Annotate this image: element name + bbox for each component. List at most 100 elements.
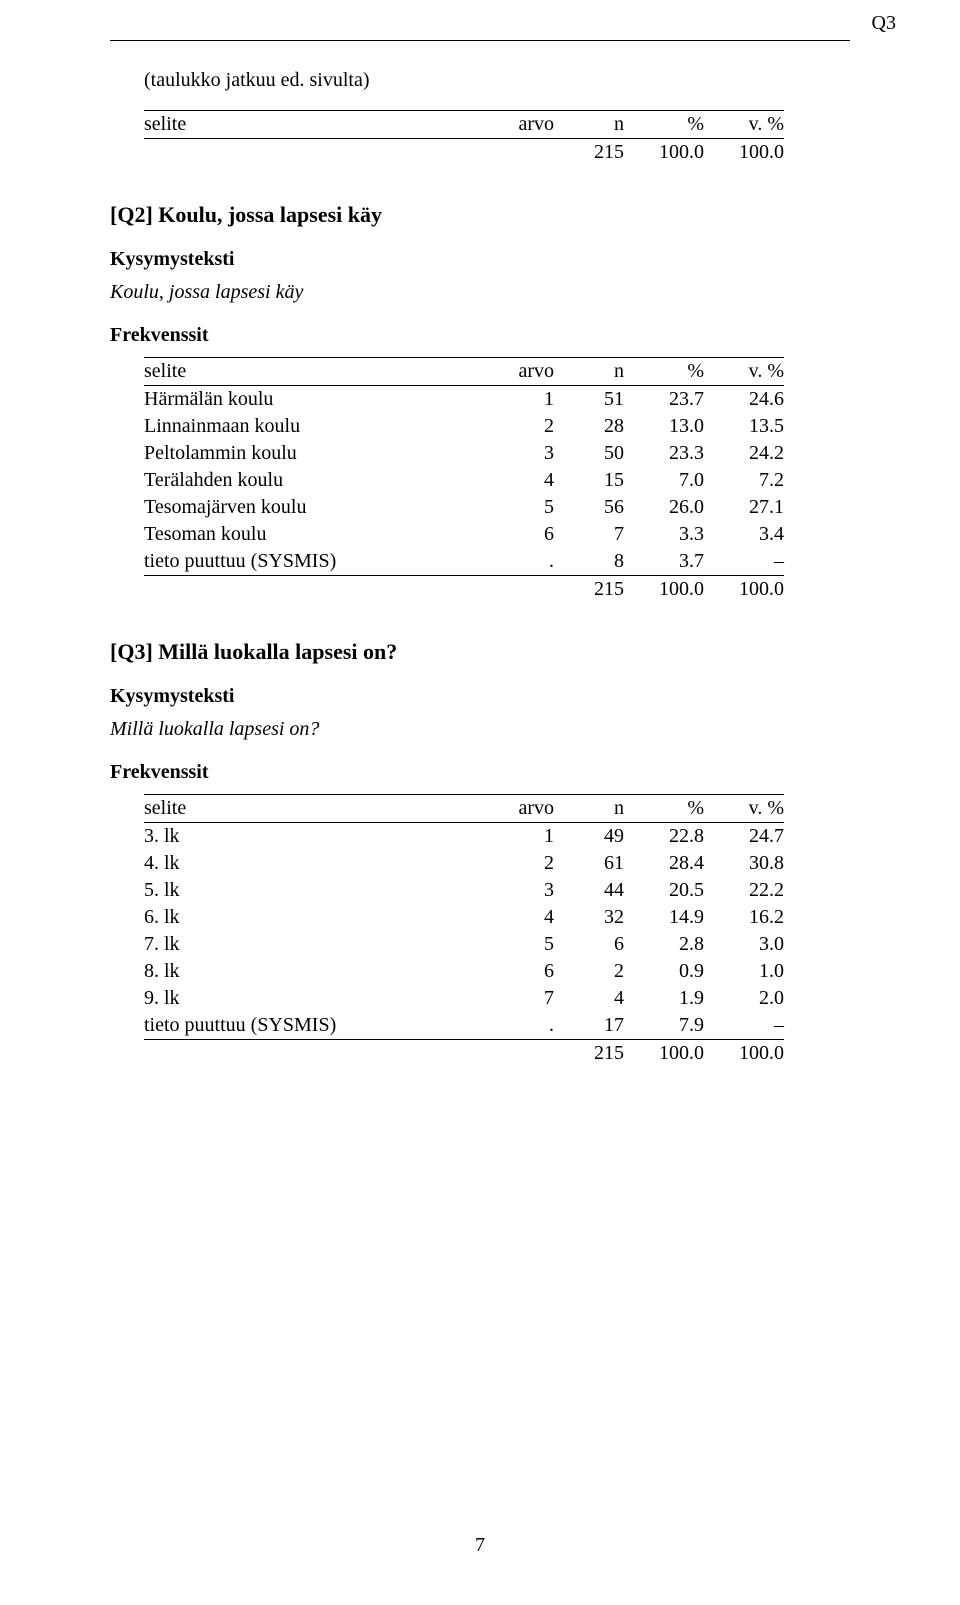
table-row: Härmälän koulu15123.724.6 [144, 386, 784, 414]
cell-arvo: 3 [484, 877, 554, 904]
col-vpct: v. % [704, 111, 784, 139]
cell-selite: 7. lk [144, 931, 484, 958]
total-vpct: 100.0 [704, 139, 784, 167]
cell-selite: 6. lk [144, 904, 484, 931]
cell-selite: Linnainmaan koulu [144, 413, 484, 440]
q3-kys-text: Millä luokalla lapsesi on? [110, 718, 850, 741]
cell-n: 32 [554, 904, 624, 931]
cell-n: 51 [554, 386, 624, 414]
cell-selite: tieto puuttuu (SYSMIS) [144, 548, 484, 576]
cell-n: 49 [554, 823, 624, 851]
cell-n: 4 [554, 985, 624, 1012]
total-pct: 100.0 [624, 576, 704, 604]
cell-n: 6 [554, 931, 624, 958]
table-row: Tesomajärven koulu55626.027.1 [144, 494, 784, 521]
col-pct: % [624, 795, 704, 823]
continuation-note: (taulukko jatkuu ed. sivulta) [144, 69, 850, 92]
total-pct: 100.0 [624, 139, 704, 167]
cell-n: 56 [554, 494, 624, 521]
table-header-row: selite arvo n % v. % [144, 111, 784, 139]
cell-vpct: 22.2 [704, 877, 784, 904]
total-n: 215 [554, 1040, 624, 1068]
cell-vpct: 16.2 [704, 904, 784, 931]
col-n: n [554, 795, 624, 823]
cell-pct: 2.8 [624, 931, 704, 958]
cell-arvo: . [484, 548, 554, 576]
col-arvo: arvo [484, 111, 554, 139]
cell-vpct: 3.4 [704, 521, 784, 548]
col-n: n [554, 111, 624, 139]
cell-vpct: 1.0 [704, 958, 784, 985]
col-vpct: v. % [704, 795, 784, 823]
cell-vpct: 24.2 [704, 440, 784, 467]
cell-pct: 0.9 [624, 958, 704, 985]
top-rule [110, 40, 850, 41]
page: Q3 (taulukko jatkuu ed. sivulta) selite … [0, 0, 960, 1605]
cell-pct: 1.9 [624, 985, 704, 1012]
cell-vpct: 7.2 [704, 467, 784, 494]
total-n: 215 [554, 576, 624, 604]
cell-arvo: 4 [484, 467, 554, 494]
table-row: Linnainmaan koulu22813.013.5 [144, 413, 784, 440]
cell-arvo: 6 [484, 521, 554, 548]
cell-vpct: 2.0 [704, 985, 784, 1012]
cell-n: 28 [554, 413, 624, 440]
table-row: 6. lk43214.916.2 [144, 904, 784, 931]
cell-selite: 9. lk [144, 985, 484, 1012]
cell-n: 15 [554, 467, 624, 494]
cell-vpct: – [704, 548, 784, 576]
cell-pct: 23.7 [624, 386, 704, 414]
cell-selite: Terälahden koulu [144, 467, 484, 494]
table-row: 4. lk26128.430.8 [144, 850, 784, 877]
cell-n: 2 [554, 958, 624, 985]
cell-selite: 4. lk [144, 850, 484, 877]
cell-pct: 7.9 [624, 1012, 704, 1040]
cell-pct: 3.7 [624, 548, 704, 576]
table-total-row: 215 100.0 100.0 [144, 576, 784, 604]
cell-selite: Tesoman koulu [144, 521, 484, 548]
cell-n: 44 [554, 877, 624, 904]
cell-arvo: 4 [484, 904, 554, 931]
table-header-row: selite arvo n % v. % [144, 358, 784, 386]
cell-arvo: 2 [484, 413, 554, 440]
q3-heading: [Q3] Millä luokalla lapsesi on? [110, 639, 850, 665]
cell-pct: 20.5 [624, 877, 704, 904]
table-total-row: 215 100.0 100.0 [144, 139, 784, 167]
cell-vpct: 27.1 [704, 494, 784, 521]
cell-selite: 3. lk [144, 823, 484, 851]
cell-selite: Peltolammin koulu [144, 440, 484, 467]
cell-vpct: 13.5 [704, 413, 784, 440]
total-n: 215 [554, 139, 624, 167]
cell-pct: 28.4 [624, 850, 704, 877]
cell-vpct: 3.0 [704, 931, 784, 958]
cell-selite: Tesomajärven koulu [144, 494, 484, 521]
cell-arvo: 1 [484, 823, 554, 851]
q3-table: selite arvo n % v. % 3. lk14922.824.74. … [144, 794, 784, 1067]
col-arvo: arvo [484, 795, 554, 823]
cell-arvo: 2 [484, 850, 554, 877]
cell-selite: 8. lk [144, 958, 484, 985]
cell-n: 50 [554, 440, 624, 467]
cell-arvo: . [484, 1012, 554, 1040]
col-selite: selite [144, 358, 484, 386]
cell-selite: tieto puuttuu (SYSMIS) [144, 1012, 484, 1040]
table-row: 7. lk562.83.0 [144, 931, 784, 958]
table-row: 8. lk620.91.0 [144, 958, 784, 985]
col-vpct: v. % [704, 358, 784, 386]
cell-pct: 3.3 [624, 521, 704, 548]
total-pct: 100.0 [624, 1040, 704, 1068]
cell-arvo: 1 [484, 386, 554, 414]
cell-pct: 7.0 [624, 467, 704, 494]
cell-pct: 14.9 [624, 904, 704, 931]
cell-pct: 26.0 [624, 494, 704, 521]
col-selite: selite [144, 795, 484, 823]
cell-n: 17 [554, 1012, 624, 1040]
q3-freq-label: Frekvenssit [110, 761, 850, 784]
corner-label: Q3 [872, 12, 896, 35]
table-row: tieto puuttuu (SYSMIS).177.9– [144, 1012, 784, 1040]
table-row: 9. lk741.92.0 [144, 985, 784, 1012]
cell-n: 8 [554, 548, 624, 576]
q2-freq-label: Frekvenssit [110, 324, 850, 347]
col-pct: % [624, 111, 704, 139]
q2-table: selite arvo n % v. % Härmälän koulu15123… [144, 357, 784, 603]
